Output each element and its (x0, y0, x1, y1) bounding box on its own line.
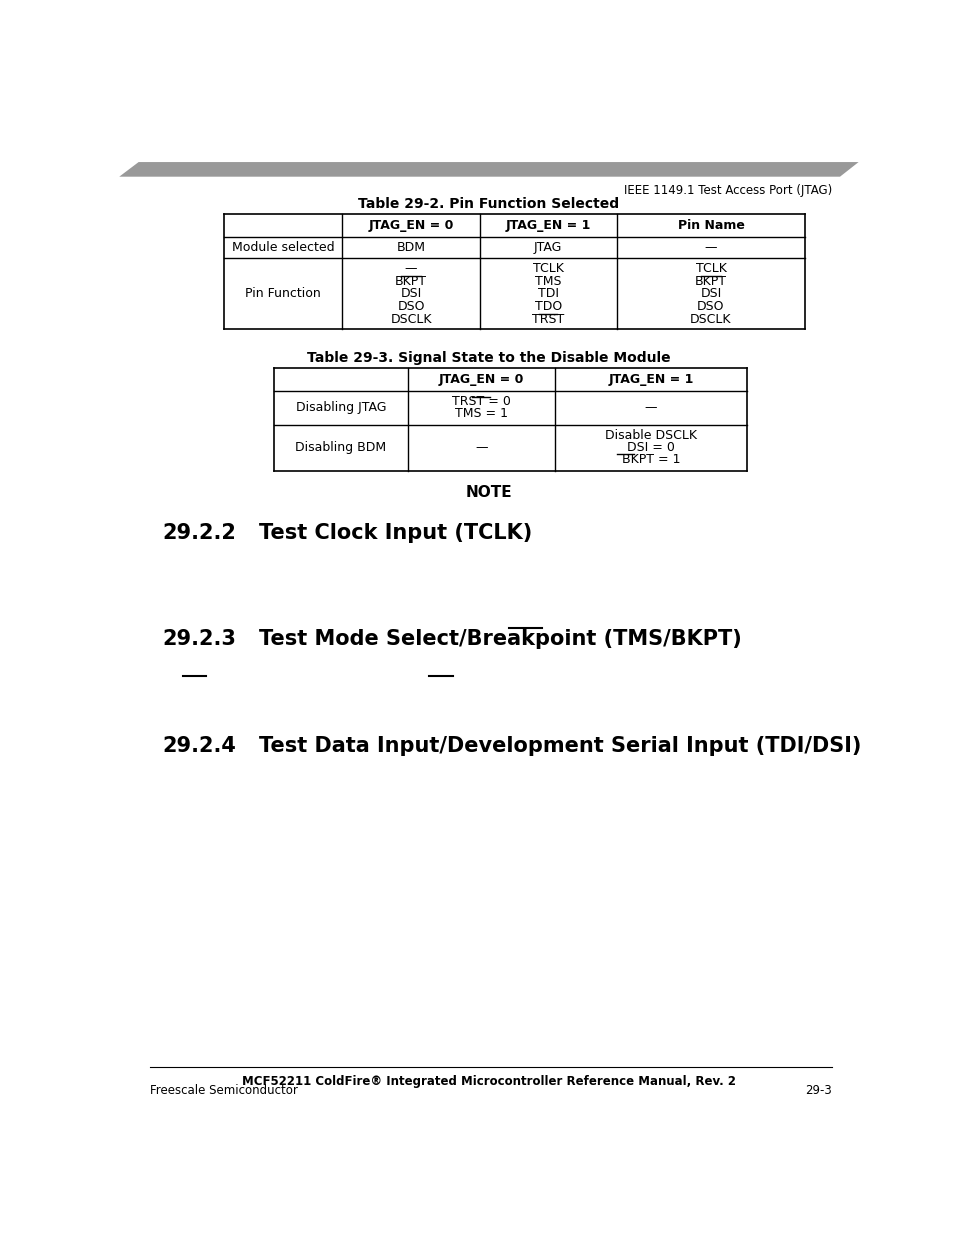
Text: TRST: TRST (532, 312, 564, 326)
Text: TMS = 1: TMS = 1 (455, 408, 507, 420)
Text: Freescale Semiconductor: Freescale Semiconductor (150, 1084, 297, 1097)
Text: Test Clock Input (TCLK): Test Clock Input (TCLK) (258, 524, 532, 543)
Text: Disabling BDM: Disabling BDM (295, 441, 386, 454)
Text: BKPT: BKPT (395, 274, 427, 288)
Polygon shape (119, 162, 858, 177)
Text: Module selected: Module selected (232, 241, 335, 254)
Text: Disable DSCLK: Disable DSCLK (604, 430, 697, 442)
Text: JTAG: JTAG (534, 241, 562, 254)
Text: Table 29-2. Pin Function Selected: Table 29-2. Pin Function Selected (358, 196, 618, 211)
Text: —: — (704, 241, 717, 254)
Text: 29-3: 29-3 (804, 1084, 831, 1097)
Text: DSI: DSI (700, 288, 720, 300)
Text: —: — (644, 401, 657, 414)
Text: DSI = 0: DSI = 0 (626, 441, 674, 454)
Text: 29.2.4: 29.2.4 (162, 736, 235, 756)
Text: Pin Function: Pin Function (245, 288, 321, 300)
Text: DSI: DSI (400, 288, 421, 300)
Text: Pin Name: Pin Name (677, 219, 743, 232)
Text: TRST = 0: TRST = 0 (452, 395, 510, 409)
Text: MCF52211 ColdFire® Integrated Microcontroller Reference Manual, Rev. 2: MCF52211 ColdFire® Integrated Microcontr… (242, 1074, 735, 1088)
Text: BDM: BDM (396, 241, 425, 254)
Text: JTAG_EN = 0: JTAG_EN = 0 (438, 373, 523, 385)
Text: JTAG_EN = 1: JTAG_EN = 1 (505, 219, 590, 232)
Text: TCLK: TCLK (532, 262, 563, 275)
Text: TDO: TDO (534, 300, 561, 312)
Text: IEEE 1149.1 Test Access Port (JTAG): IEEE 1149.1 Test Access Port (JTAG) (623, 184, 831, 198)
Text: Test Mode Select/Breakpoint (TMS/BKPT): Test Mode Select/Breakpoint (TMS/BKPT) (258, 630, 740, 650)
Text: DSO: DSO (396, 300, 424, 312)
Text: TCLK: TCLK (695, 262, 725, 275)
Text: Test Data Input/Development Serial Input (TDI/DSI): Test Data Input/Development Serial Input… (258, 736, 861, 756)
Text: BKPT = 1: BKPT = 1 (621, 453, 679, 466)
Text: JTAG_EN = 0: JTAG_EN = 0 (368, 219, 454, 232)
Text: Table 29-3. Signal State to the Disable Module: Table 29-3. Signal State to the Disable … (307, 351, 670, 364)
Text: NOTE: NOTE (465, 485, 512, 500)
Text: —: — (404, 262, 416, 275)
Text: DSCLK: DSCLK (689, 312, 731, 326)
Text: JTAG_EN = 1: JTAG_EN = 1 (608, 373, 693, 385)
Text: 29.2.3: 29.2.3 (162, 630, 235, 650)
Text: BKPT: BKPT (694, 274, 726, 288)
Text: Disabling JTAG: Disabling JTAG (295, 401, 386, 414)
Text: DSO: DSO (697, 300, 724, 312)
Text: —: — (475, 441, 487, 454)
Text: TMS: TMS (535, 274, 561, 288)
Text: TDI: TDI (537, 288, 558, 300)
Text: DSCLK: DSCLK (390, 312, 432, 326)
Text: 29.2.2: 29.2.2 (162, 524, 235, 543)
